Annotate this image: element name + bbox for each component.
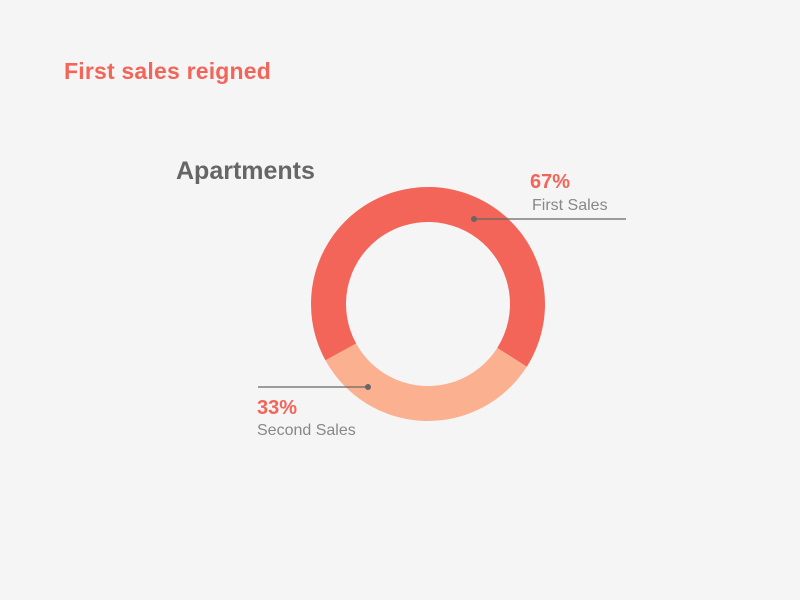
second-sales-label: Second Sales [257,422,356,439]
first-sales-label: First Sales [532,197,608,214]
donut-slice-second-sales [325,343,527,422]
callout-first-sales: 67% First Sales [471,171,626,222]
page-headline: First sales reigned [64,58,272,84]
second-sales-percent: 33% [257,397,297,419]
first-sales-percent: 67% [530,171,570,193]
donut-slices [311,187,545,422]
callout-second-sales: 33% Second Sales [257,384,371,439]
donut-slice-first-sales [311,187,545,367]
chart-title: Apartments [176,157,315,185]
